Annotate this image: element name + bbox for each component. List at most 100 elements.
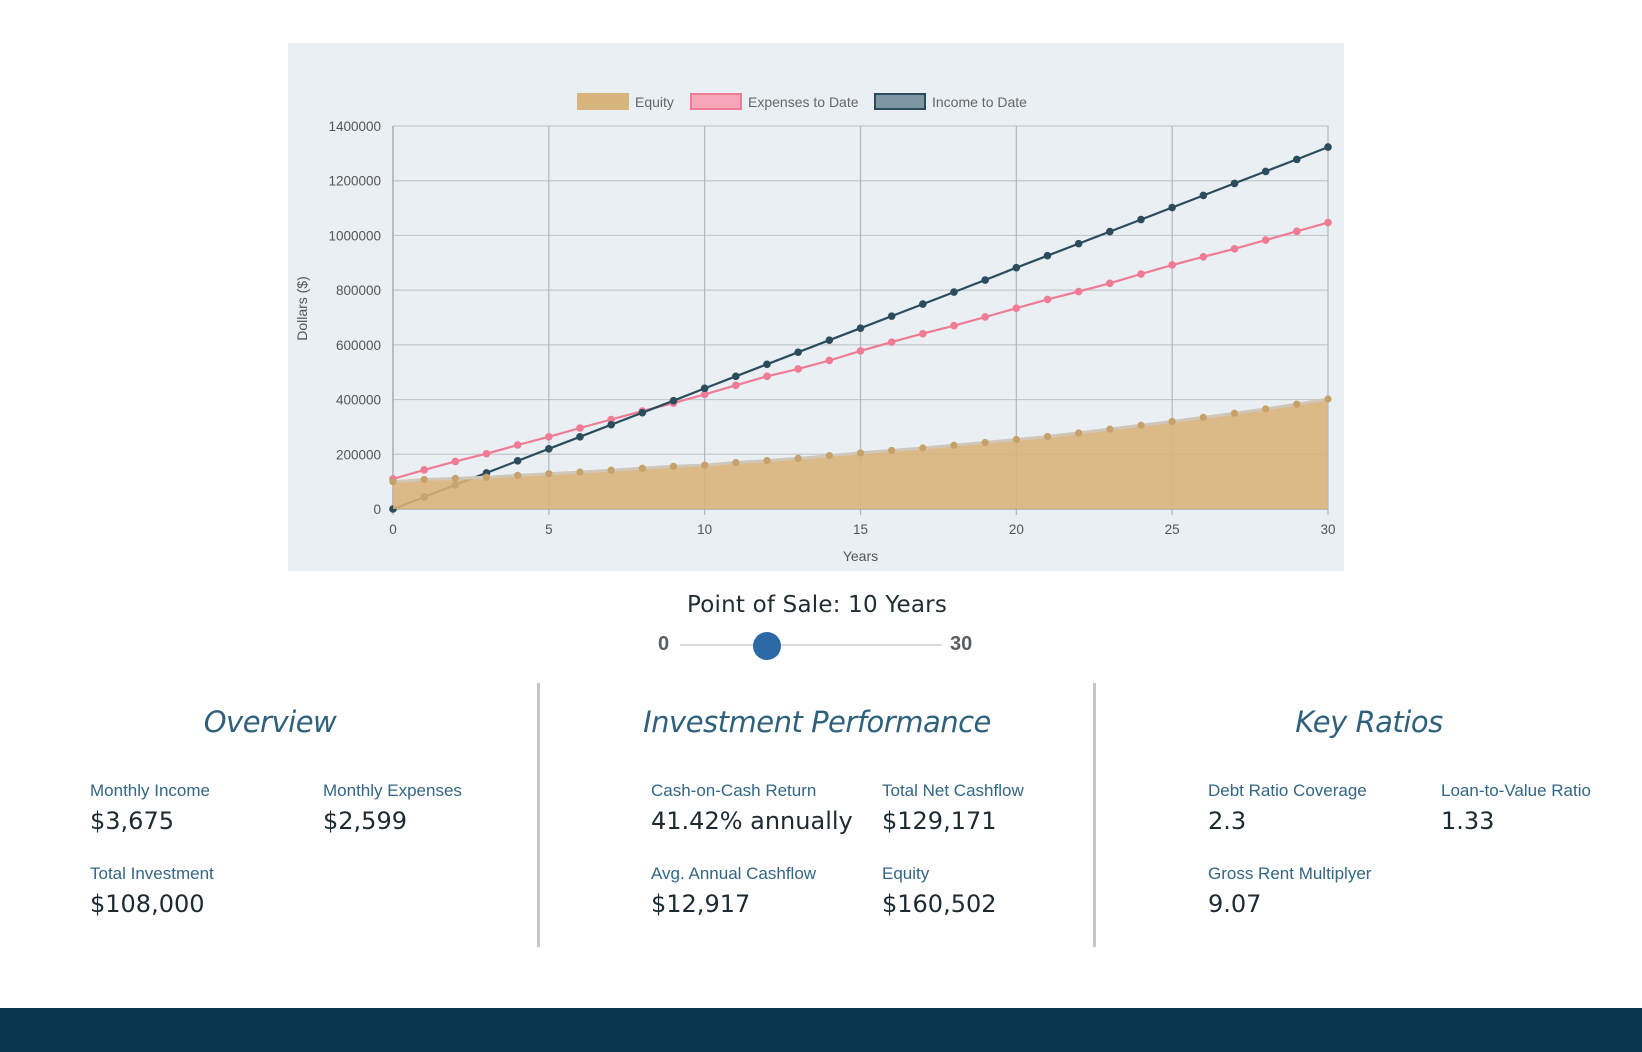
expenses-to-date-point — [1324, 218, 1332, 227]
equity-point — [1075, 429, 1083, 437]
equity-point — [1230, 409, 1239, 417]
stat-value: $3,675 — [90, 807, 174, 835]
income-to-date-point — [1293, 155, 1301, 164]
stat-label: Total Investment — [90, 864, 214, 883]
stat-value: $2,599 — [323, 807, 407, 835]
y-tick-label: 800000 — [336, 283, 381, 298]
equity-point — [981, 438, 989, 447]
column-divider — [537, 683, 540, 947]
equity-point — [1199, 413, 1207, 421]
stat-label: Gross Rent Multiplyer — [1208, 864, 1372, 883]
investment-performance-section: Investment Performance Cash-on-Cash Retu… — [540, 685, 1094, 947]
line-chart: 0 200000 400000 600000 800000 1000000 1200000 1… — [294, 93, 1336, 564]
legend-item-income-to-date[interactable]: Income to Date — [874, 93, 1027, 110]
slider-track[interactable] — [680, 644, 942, 646]
income-to-date-point — [981, 276, 989, 284]
expenses-to-date-point — [856, 347, 865, 355]
x-tick-label: 30 — [1320, 522, 1335, 537]
stat-loan-to-value-ratio: Loan-to-Value Ratio 1.33 — [1441, 781, 1591, 835]
equity-point — [1262, 405, 1270, 413]
stat-label: Total Net Cashflow — [882, 781, 1024, 800]
stat-value: 9.07 — [1208, 890, 1262, 918]
equity-point — [1012, 435, 1020, 444]
overview-title: Overview — [203, 705, 337, 739]
equity-point — [888, 446, 896, 455]
stat-value: 1.33 — [1441, 807, 1495, 835]
income-to-date-point — [887, 312, 896, 320]
income-to-date-point — [1230, 179, 1239, 188]
expenses-to-date-point — [607, 415, 615, 424]
equity-point — [576, 468, 584, 476]
expenses-to-date-point — [700, 390, 709, 399]
equity-point — [638, 464, 646, 472]
stat-label: Avg. Annual Cashflow — [651, 864, 817, 883]
income-to-date-point — [638, 408, 647, 417]
expenses-to-date-point — [919, 329, 927, 338]
expenses-to-date-point — [1293, 227, 1301, 236]
expenses-to-date-point — [1137, 270, 1145, 278]
stat-label: Monthly Expenses — [323, 781, 462, 800]
stat-avg-annual-cashflow: Avg. Annual Cashflow $12,917 — [651, 864, 816, 918]
income-to-date-point — [576, 432, 584, 441]
expenses-to-date-point — [1230, 245, 1239, 253]
point-of-sale-title: Point of Sale: 10 Years — [686, 592, 948, 618]
income-to-date-point — [794, 348, 802, 357]
income-to-date-point — [700, 384, 709, 393]
income-to-date-point — [1137, 215, 1145, 224]
stat-label: Loan-to-Value Ratio — [1441, 781, 1591, 800]
income-to-date-point — [763, 360, 771, 369]
legend-swatch — [690, 93, 742, 110]
expenses-to-date-point — [887, 338, 896, 346]
expenses-to-date-point — [545, 432, 553, 441]
expenses-to-date-point — [420, 466, 428, 474]
equity-point — [669, 462, 678, 470]
income-to-date-point — [919, 300, 927, 308]
column-divider — [1093, 683, 1096, 947]
equity-point — [514, 471, 522, 479]
y-tick-label: 1200000 — [328, 174, 381, 189]
stat-value: $12,917 — [651, 890, 751, 918]
legend-item-equity[interactable]: Equity — [577, 93, 674, 110]
y-tick-label: 0 — [373, 502, 381, 517]
expenses-to-date-point — [513, 441, 522, 449]
overview-section: Overview Monthly Income $3,675 Monthly E… — [0, 685, 540, 947]
chart-legend[interactable]: Equity Expenses to Date Income to Date — [577, 93, 1027, 110]
stat-equity: Equity $160,502 — [882, 864, 997, 918]
stat-cash-on-cash-return: Cash-on-Cash Return 41.42% annually — [651, 781, 853, 835]
equity-point — [701, 461, 709, 469]
footer — [0, 1008, 1642, 1052]
income-to-date-point — [950, 288, 958, 296]
slider-min-label: 0 — [658, 633, 670, 655]
equity-point — [1137, 421, 1145, 429]
legend-swatch — [577, 93, 629, 110]
stat-value: 2.3 — [1208, 807, 1247, 835]
key-ratios-section: Key Ratios Debt Ratio Coverage 2.3 Loan-… — [1096, 685, 1642, 947]
equity-point — [420, 475, 428, 484]
equity-point — [607, 466, 615, 474]
stat-value: $108,000 — [90, 890, 205, 918]
expenses-to-date-point — [763, 372, 771, 381]
equity-point — [1168, 417, 1176, 426]
income-to-date-point — [607, 420, 615, 429]
expenses-to-date-point — [1043, 295, 1052, 304]
x-tick-label: 10 — [697, 522, 712, 537]
legend-item-expenses-to-date[interactable]: Expenses to Date — [690, 93, 859, 110]
equity-point — [856, 449, 865, 457]
legend-swatch — [874, 93, 926, 110]
income-to-date-point — [513, 457, 522, 465]
slider-thumb[interactable] — [753, 632, 782, 660]
expenses-to-date-point — [451, 457, 460, 466]
income-to-date-point — [825, 336, 834, 345]
expenses-to-date-point — [950, 321, 958, 330]
chart-panel: 0 200000 400000 600000 800000 1000000 1200000 1… — [288, 43, 1344, 571]
equity-point — [1106, 425, 1114, 433]
expenses-to-date-point — [981, 313, 989, 321]
stat-monthly-income: Monthly Income $3,675 — [90, 781, 210, 835]
legend-label: Expenses to Date — [748, 94, 859, 110]
stat-value: 41.42% annually — [651, 807, 853, 835]
years-slider[interactable]: 0 30 — [648, 628, 988, 662]
stat-label: Monthly Income — [90, 781, 210, 800]
income-to-date-point — [732, 372, 740, 381]
equity-point — [763, 456, 771, 465]
stat-value: $129,171 — [882, 807, 997, 835]
